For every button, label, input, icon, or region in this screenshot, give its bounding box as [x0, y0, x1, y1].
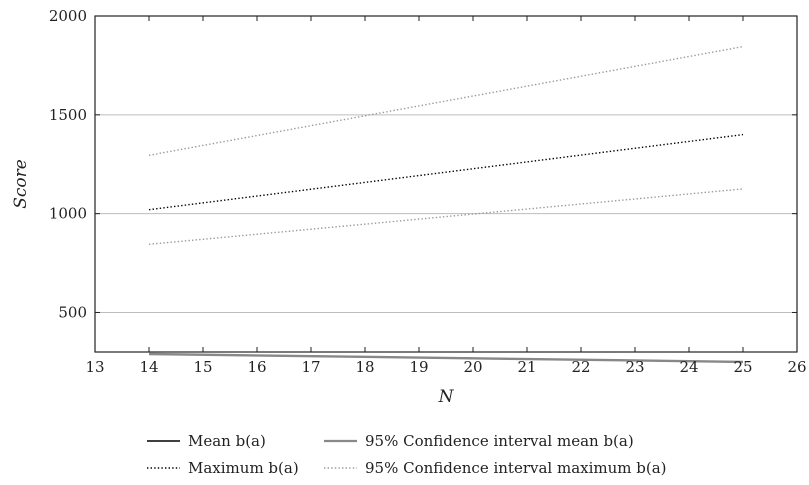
y-tick-label: 2000	[49, 7, 87, 25]
x-tick-label: 24	[679, 358, 698, 376]
series-line-2	[148, 352, 744, 364]
legend-label: Maximum b(a)	[188, 459, 299, 477]
grid-lines	[95, 15, 797, 313]
y-axis-ticks: 500 1000 1500 2000	[49, 7, 797, 321]
legend-label: 95% Confidence interval mean b(a)	[365, 432, 634, 450]
legend: Mean b(a) 95% Confidence interval mean b(…	[147, 432, 667, 477]
y-tick-label: 500	[58, 303, 87, 321]
x-tick-label: 20	[463, 358, 482, 376]
x-tick-label: 16	[247, 358, 266, 376]
series-lines	[148, 45, 744, 364]
series-line-4	[148, 45, 744, 156]
x-axis-title: N	[438, 387, 455, 407]
x-axis-ticks: 13 14 15 16 17 18 19 20 21 22 23 24 25 26	[85, 16, 807, 376]
y-axis-title: Score	[11, 159, 31, 209]
x-tick-label: 18	[355, 358, 374, 376]
legend-label: 95% Confidence interval maximum b(a)	[365, 459, 667, 477]
x-tick-label: 22	[571, 358, 590, 376]
x-tick-label: 14	[139, 358, 158, 376]
plot-frame	[94, 15, 798, 353]
x-tick-label: 23	[625, 358, 644, 376]
series-line-3	[148, 188, 744, 245]
legend-label: Mean b(a)	[188, 432, 266, 450]
series-line-1	[148, 133, 744, 211]
x-tick-label: 26	[787, 358, 806, 376]
y-tick-label: 1500	[49, 106, 87, 124]
x-tick-label: 15	[193, 358, 212, 376]
x-tick-label: 13	[85, 358, 104, 376]
x-tick-label: 17	[301, 358, 320, 376]
x-tick-label: 19	[409, 358, 428, 376]
x-tick-label: 25	[733, 358, 752, 376]
x-tick-label: 21	[517, 358, 536, 376]
y-tick-label: 1000	[49, 205, 87, 223]
